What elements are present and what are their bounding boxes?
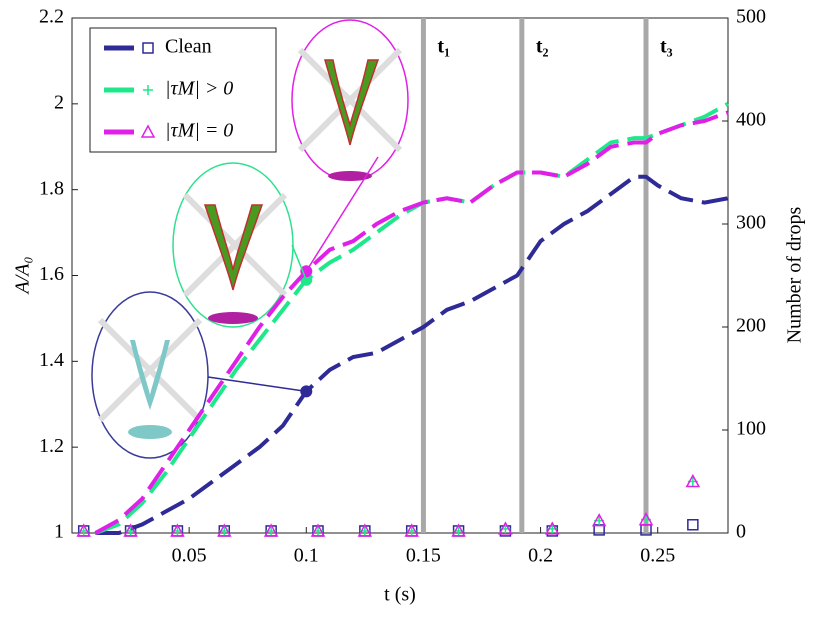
inset-drop — [208, 312, 258, 324]
legend-marker — [140, 124, 156, 138]
inset-clean — [91, 291, 209, 459]
inset-drop — [328, 171, 372, 181]
inset-lattice — [97, 317, 203, 423]
y2-tick-label: 400 — [736, 109, 766, 131]
drop-marker — [263, 523, 279, 537]
y2-tick-label: 300 — [736, 212, 766, 234]
drop-marker — [591, 513, 607, 527]
x-tick-label: 0.2 — [528, 545, 553, 567]
inset-connector — [291, 244, 307, 281]
event-label: t₁ — [437, 36, 450, 58]
x-tick-label: 0.25 — [640, 545, 675, 567]
y2-tick-label: 100 — [736, 418, 766, 440]
drop-marker — [217, 523, 232, 537]
drop-marker — [638, 512, 654, 526]
legend-marker — [142, 42, 154, 54]
drop-marker — [545, 521, 560, 535]
inset-lattice — [182, 192, 288, 298]
inset-drop — [128, 425, 172, 439]
x-tick-label: 0.15 — [406, 545, 441, 567]
drop-marker — [357, 523, 373, 537]
drop-marker — [685, 473, 701, 488]
legend-label: |τM| = 0 — [165, 120, 233, 142]
y-tick-label: 1.6 — [39, 263, 64, 285]
y-tick-label: 2.2 — [39, 6, 64, 28]
x-tick-label: 0.1 — [294, 545, 319, 567]
y2-axis-label: Number of drops — [784, 206, 806, 343]
insets — [91, 19, 409, 459]
y-axis-label: A/A₀ — [12, 256, 34, 295]
drop-marker — [170, 523, 185, 537]
x-tick-label: 0.05 — [172, 545, 207, 567]
series-line — [95, 174, 729, 535]
x-axis-label: t (s) — [384, 584, 416, 606]
legend-label: Clean — [165, 36, 212, 58]
y-tick-label: 1.2 — [39, 435, 64, 457]
drop-marker — [404, 523, 419, 537]
drop-marker — [310, 523, 326, 537]
y-tick-label: 1 — [54, 521, 64, 543]
y-tick-label: 1.4 — [39, 349, 64, 371]
series-line — [94, 110, 729, 535]
y2-tick-label: 200 — [736, 315, 766, 337]
y2-tick-label: 0 — [736, 521, 746, 543]
inset-connector — [207, 376, 307, 393]
inset-connector — [305, 156, 379, 272]
drop-marker — [687, 519, 699, 531]
inset-shape — [130, 340, 170, 410]
drop-marker — [123, 523, 138, 537]
y-tick-label: 2 — [54, 91, 64, 113]
event-label: t₃ — [660, 36, 673, 58]
drop-marker — [498, 521, 513, 535]
drop-marker — [451, 523, 466, 537]
drop-marker — [76, 523, 91, 537]
legend-marker — [143, 85, 153, 95]
legend-label: |τM| > 0 — [165, 78, 233, 100]
event-label: t₂ — [536, 36, 549, 58]
inset-shape — [324, 59, 380, 146]
y-tick-label: 1.8 — [39, 177, 64, 199]
y2-tick-label: 500 — [736, 6, 766, 28]
inset-shape — [203, 204, 264, 291]
inset-lattice — [297, 47, 403, 153]
